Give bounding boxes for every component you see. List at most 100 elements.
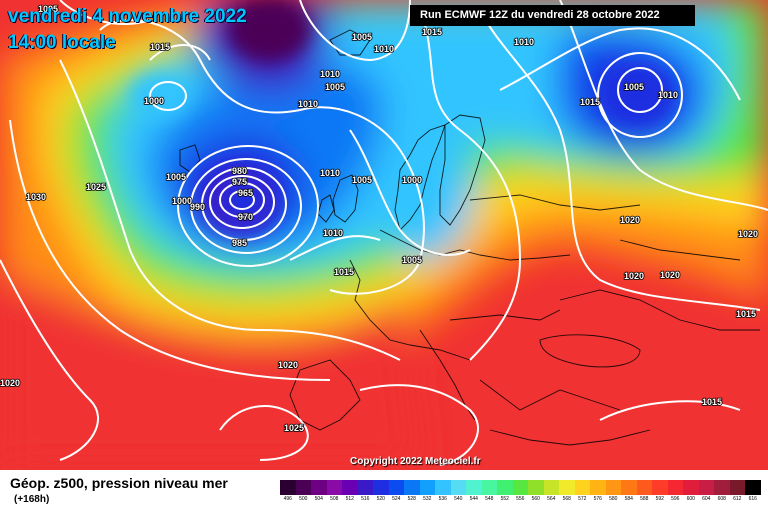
scale-color (714, 480, 730, 495)
isobar-label: 1005 (402, 255, 422, 265)
scale-color (683, 480, 699, 495)
scale-value: 560 (531, 496, 540, 502)
scale-color (512, 480, 528, 495)
scale-color (605, 480, 621, 495)
scale-value: 568 (562, 496, 571, 502)
scale-color (357, 480, 373, 495)
isobar-label: 1015 (150, 42, 170, 52)
scale-color (326, 480, 342, 495)
isobar-label: 1010 (658, 90, 678, 100)
isobar-label: 1000 (402, 175, 422, 185)
isobar-label: 1010 (323, 228, 343, 238)
scale-value: 608 (717, 496, 726, 502)
scale-swatch: 584 (621, 480, 637, 506)
scale-value: 540 (454, 496, 463, 502)
scale-value: 532 (423, 496, 432, 502)
scale-value: 516 (361, 496, 370, 502)
scale-color (745, 480, 761, 495)
scale-swatch: 608 (714, 480, 730, 506)
isobar-label: 1000 (144, 96, 164, 106)
coastlines (179, 29, 760, 446)
scale-swatch: 512 (342, 480, 358, 506)
scale-color (543, 480, 559, 495)
scale-swatch: 564 (543, 480, 559, 506)
scale-swatch: 508 (326, 480, 342, 506)
scale-swatch: 612 (729, 480, 745, 506)
scale-swatch: 528 (404, 480, 420, 506)
scale-value: 524 (392, 496, 401, 502)
isobar-label: 1015 (736, 309, 756, 319)
scale-value: 584 (624, 496, 633, 502)
scale-swatch: 552 (497, 480, 513, 506)
scale-value: 508 (330, 496, 339, 502)
scale-swatch: 568 (559, 480, 575, 506)
scale-swatch: 524 (388, 480, 404, 506)
scale-color (528, 480, 544, 495)
scale-color (388, 480, 404, 495)
scale-value: 576 (593, 496, 602, 502)
scale-swatch: 588 (636, 480, 652, 506)
scale-value: 616 (748, 496, 757, 502)
scale-swatch: 544 (466, 480, 482, 506)
scale-value: 504 (314, 496, 323, 502)
isobar-label: 1025 (284, 423, 304, 433)
scale-swatch: 496 (280, 480, 296, 506)
run-info-box: Run ECMWF 12Z du vendredi 28 octobre 202… (410, 5, 695, 26)
scale-value: 544 (469, 496, 478, 502)
forecast-time: 14:00 locale (8, 32, 116, 53)
scale-color (497, 480, 513, 495)
isobar-label: 1020 (278, 360, 298, 370)
isobar-label: 980 (232, 166, 247, 176)
forecast-map: 1005 1015 1000 1005 1010 1005 1010 1015 … (0, 0, 768, 470)
scale-color (574, 480, 590, 495)
scale-color (729, 480, 745, 495)
isobar-label: 1025 (86, 182, 106, 192)
scale-swatch: 532 (419, 480, 435, 506)
scale-swatch: 540 (450, 480, 466, 506)
scale-color (636, 480, 652, 495)
isobar-labels: 1005 1015 1000 1005 1010 1005 1010 1015 … (25, 3, 759, 434)
isobar-label: 1015 (702, 397, 722, 407)
scale-value: 500 (299, 496, 308, 502)
isobar-label: 1010 (298, 99, 318, 109)
scale-value: 588 (640, 496, 649, 502)
chart-title: Géop. z500, pression niveau mer (10, 475, 228, 491)
scale-swatch: 520 (373, 480, 389, 506)
scale-value: 592 (655, 496, 664, 502)
scale-value: 496 (283, 496, 292, 502)
copyright-label: Copyright 2022 Meteociel.fr (350, 456, 481, 467)
scale-value: 564 (547, 496, 556, 502)
scale-value: 536 (438, 496, 447, 502)
scale-value: 512 (345, 496, 354, 502)
forecast-hour: (+168h) (14, 494, 50, 505)
isobar-label: 1010 (320, 168, 340, 178)
scale-color (419, 480, 435, 495)
scale-color (590, 480, 606, 495)
scale-swatch: 596 (667, 480, 683, 506)
scale-color (373, 480, 389, 495)
isobar-label: 1020 (0, 378, 20, 388)
isobar-label: 1005 (325, 82, 345, 92)
scale-value: 580 (609, 496, 618, 502)
isobar-label: 1030 (26, 192, 46, 202)
forecast-date: vendredi 4 novembre 2022 (8, 6, 247, 27)
isobar-label: 1020 (738, 229, 758, 239)
scale-swatch: 604 (698, 480, 714, 506)
isobar-label: 1010 (320, 69, 340, 79)
scale-color (450, 480, 466, 495)
scale-swatch: 504 (311, 480, 327, 506)
scale-swatch: 536 (435, 480, 451, 506)
isobar-label: 1015 (580, 97, 600, 107)
isobar-label: 1020 (620, 215, 640, 225)
scale-color (295, 480, 311, 495)
scale-color (621, 480, 637, 495)
scale-value: 548 (485, 496, 494, 502)
scale-color (559, 480, 575, 495)
color-field (0, 0, 768, 470)
scale-value: 572 (578, 496, 587, 502)
scale-swatch: 560 (528, 480, 544, 506)
scale-color (342, 480, 358, 495)
scale-swatch: 556 (512, 480, 528, 506)
isobar-label: 1010 (514, 37, 534, 47)
scale-value: 612 (733, 496, 742, 502)
